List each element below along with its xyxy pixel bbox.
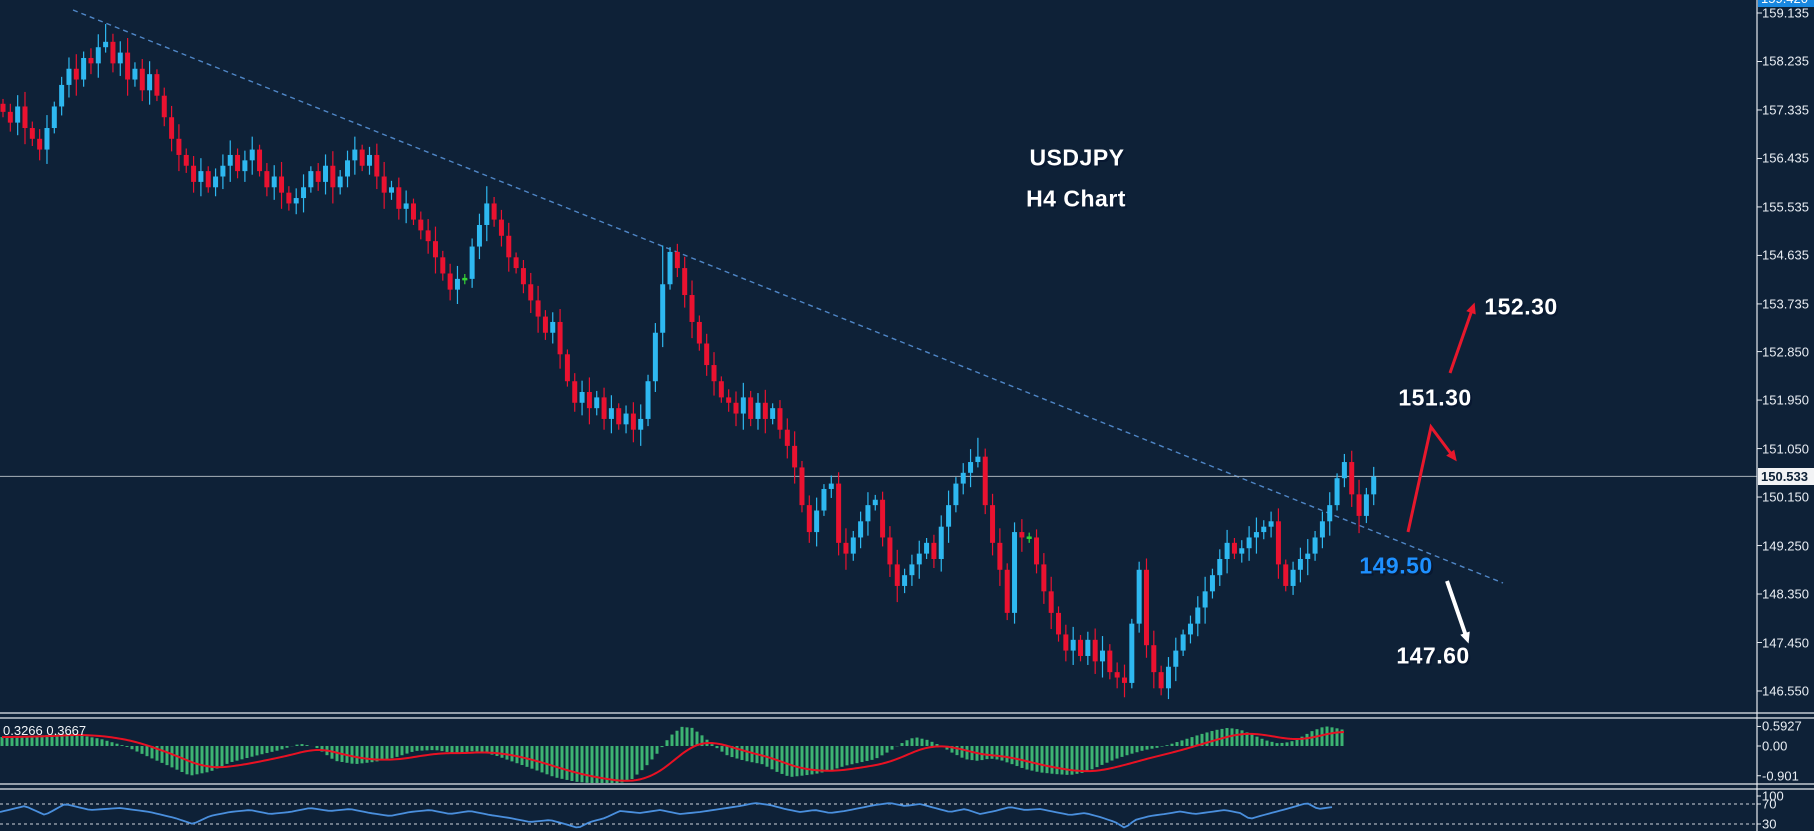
price-axis-label: 148.350 <box>1762 586 1809 602</box>
price-axis-label: 146.550 <box>1762 683 1809 699</box>
price-axis-label: 151.050 <box>1762 441 1809 457</box>
top-price-tag-clipped: 159.420 <box>1758 0 1814 7</box>
price-axis-label: 147.450 <box>1762 635 1809 650</box>
price-axis-label: 153.735 <box>1762 296 1809 312</box>
price-axis-label: 158.235 <box>1762 53 1809 69</box>
chart-title-timeframe: H4 Chart <box>1026 185 1126 212</box>
oscillator-axis-label: -0.901 <box>1762 768 1799 784</box>
lower-axis-label: 70 <box>1762 796 1777 812</box>
price-axis-label: 157.335 <box>1762 102 1809 118</box>
oscillator-axis-label: 0.5927 <box>1762 718 1802 734</box>
price-axis-label: 159.135 <box>1762 5 1809 21</box>
price-axis-label: 154.635 <box>1762 247 1809 263</box>
chart-title-symbol: USDJPY <box>1029 144 1125 171</box>
lower-axis-label: 100 <box>1762 788 1784 804</box>
current-price-tag: 150.533 <box>1758 468 1814 485</box>
price-axis-label: 150.150 <box>1762 489 1809 505</box>
price-axis-label: 149.250 <box>1762 538 1809 554</box>
price-axis-label: 151.950 <box>1762 392 1809 408</box>
price-axis-label: 156.435 <box>1762 150 1809 166</box>
oscillator-axis-label: 0.00 <box>1762 738 1788 754</box>
price-axis-label: 152.850 <box>1762 344 1809 360</box>
lower-axis-label: 30 <box>1762 816 1777 831</box>
oscillator-current-values: 0.3266 0.3667 <box>3 723 87 738</box>
price-target-152-30: 152.30 <box>1484 293 1558 320</box>
price-axis-label: 155.535 <box>1762 199 1809 215</box>
price-target-151-30: 151.30 <box>1398 384 1472 411</box>
price-target-147-60: 147.60 <box>1396 642 1470 669</box>
trendline-level-149-50: 149.50 <box>1359 552 1433 579</box>
